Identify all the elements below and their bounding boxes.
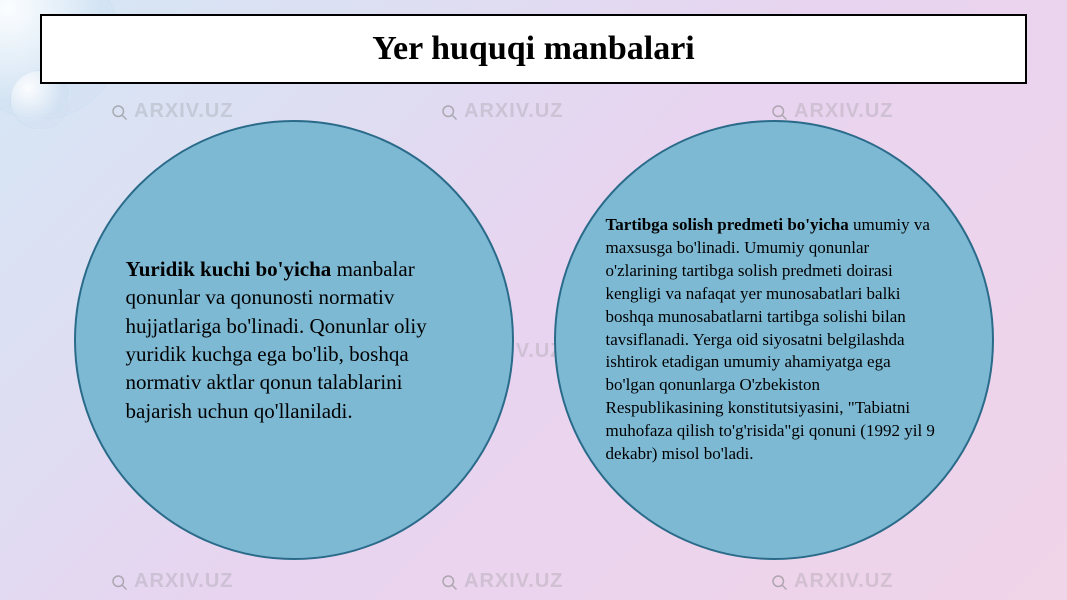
circle-left: Yuridik kuchi bo'yicha manbalar qonunlar… [74,120,514,560]
circle-right-text: Tartibga solish predmeti bo'yicha umumiy… [606,214,942,466]
title-box: Yer huquqi manbalari [40,14,1027,84]
circle-left-text: Yuridik kuchi bo'yicha manbalar qonunlar… [126,255,462,425]
page-title: Yer huquqi manbalari [372,30,694,68]
content-circles: Yuridik kuchi bo'yicha manbalar qonunlar… [0,110,1067,600]
circle-right: Tartibga solish predmeti bo'yicha umumiy… [554,120,994,560]
